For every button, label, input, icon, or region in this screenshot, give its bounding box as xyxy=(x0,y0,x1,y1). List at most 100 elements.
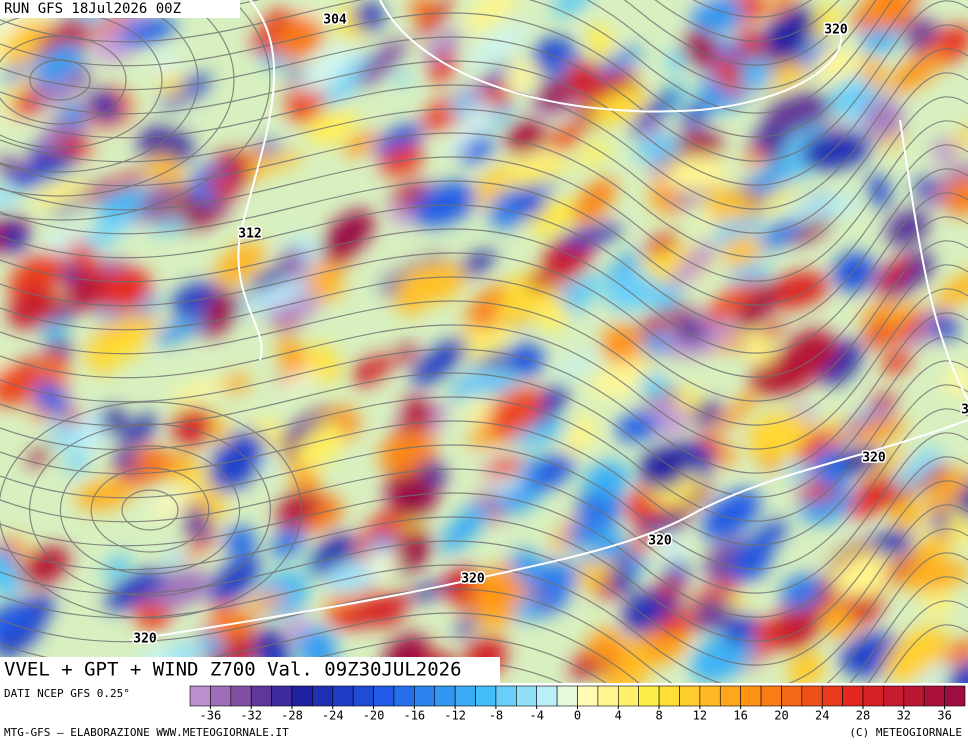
field-blob xyxy=(788,196,861,220)
streamline xyxy=(0,408,968,570)
streamline xyxy=(0,168,968,330)
field-blob xyxy=(563,60,604,100)
field-blob xyxy=(285,83,327,124)
field-blob xyxy=(453,250,497,279)
contour-label: 3 xyxy=(961,403,968,418)
streamline xyxy=(0,240,968,402)
colorbar-box xyxy=(740,685,762,707)
colorbar-box xyxy=(862,685,884,707)
colorbar-tick-label: -8 xyxy=(489,709,503,723)
field-blob xyxy=(862,98,904,140)
field-blob xyxy=(506,342,545,377)
field-blob xyxy=(551,0,591,17)
colorbar-tick-label: 28 xyxy=(856,709,870,723)
field-blob xyxy=(656,610,697,636)
field-blob xyxy=(564,559,616,591)
field-title-box xyxy=(0,657,500,683)
field-blob xyxy=(567,494,618,549)
field-blob xyxy=(275,487,320,530)
colorbar-box xyxy=(352,685,374,707)
field-blob xyxy=(477,311,496,331)
streamline xyxy=(0,360,968,522)
contour xyxy=(237,0,276,361)
field-blob xyxy=(322,209,374,261)
colorbar-box xyxy=(434,685,456,707)
field-blob xyxy=(668,242,717,288)
field-blob xyxy=(390,72,415,86)
field-blob xyxy=(590,87,647,126)
field-blob xyxy=(546,124,583,152)
contour-label: 320 xyxy=(461,572,485,587)
field-blob xyxy=(497,160,570,188)
colorbar-box xyxy=(332,685,354,707)
field-blob xyxy=(771,599,822,652)
field-blob xyxy=(591,362,643,398)
field-blob xyxy=(197,291,241,337)
field-blob xyxy=(591,47,643,77)
field-blob xyxy=(161,546,186,569)
field-blob xyxy=(419,459,447,487)
field-blob xyxy=(763,91,831,133)
field-blob xyxy=(179,535,219,558)
streamline xyxy=(0,552,968,683)
streamline xyxy=(0,24,968,186)
colorbar-tick-label: -32 xyxy=(240,709,262,723)
colorbar-box xyxy=(516,685,538,707)
field-blob xyxy=(154,315,208,345)
colorbar-box xyxy=(781,685,803,707)
field-blob xyxy=(20,545,70,588)
field-blob xyxy=(947,508,968,547)
colorbar-box xyxy=(760,685,782,707)
field-blob xyxy=(799,127,873,171)
field-blob xyxy=(736,283,780,331)
colorbar-box xyxy=(189,685,211,707)
field-blob xyxy=(450,93,474,118)
field-blob xyxy=(411,181,478,227)
field-blob xyxy=(113,447,138,475)
field-blob xyxy=(105,568,165,612)
field-blob xyxy=(789,461,812,486)
colorbar-box xyxy=(373,685,395,707)
field-blob xyxy=(723,234,759,268)
streamline xyxy=(0,192,968,354)
streamline xyxy=(0,0,912,138)
field-blob xyxy=(308,262,343,301)
colorbar-box xyxy=(291,685,313,707)
field-blob xyxy=(7,288,61,330)
field-blob xyxy=(100,267,152,312)
contour-label: 320 xyxy=(133,632,157,647)
field-blob xyxy=(280,416,319,446)
field-blob xyxy=(780,574,822,610)
field-blob xyxy=(729,263,773,284)
colorbar-box xyxy=(230,685,252,707)
field-blob xyxy=(615,411,660,442)
streamline xyxy=(0,216,968,378)
field-blob xyxy=(373,123,424,155)
field-blob xyxy=(601,324,641,364)
field-blob xyxy=(505,119,546,156)
field-blob xyxy=(940,639,968,664)
contour xyxy=(899,119,968,401)
field-blob xyxy=(923,591,953,618)
field-blob xyxy=(583,461,630,500)
colorbar-box xyxy=(842,685,864,707)
colorbar-tick-label: -20 xyxy=(363,709,385,723)
field-blob xyxy=(890,48,946,93)
field-blob xyxy=(691,400,723,427)
field-blob xyxy=(322,52,375,111)
streamline xyxy=(0,0,199,173)
field-blob xyxy=(127,182,177,225)
field-blob xyxy=(789,215,834,245)
streamline xyxy=(0,456,968,618)
contour-label: 312 xyxy=(238,227,261,242)
field-blob xyxy=(89,89,123,123)
colorbar: -36 -32 -28 -24 -20 -16 -12 -8 -4 0 4 8 12 16 20 24 28 32… xyxy=(189,685,966,723)
field-blob xyxy=(561,414,598,453)
footer-right: (C) METEOGIORNALE xyxy=(849,726,962,739)
field-blob xyxy=(623,555,648,575)
field-blob xyxy=(397,343,418,363)
colorbar-tick-label: -12 xyxy=(444,709,466,723)
field-blob xyxy=(199,631,224,657)
